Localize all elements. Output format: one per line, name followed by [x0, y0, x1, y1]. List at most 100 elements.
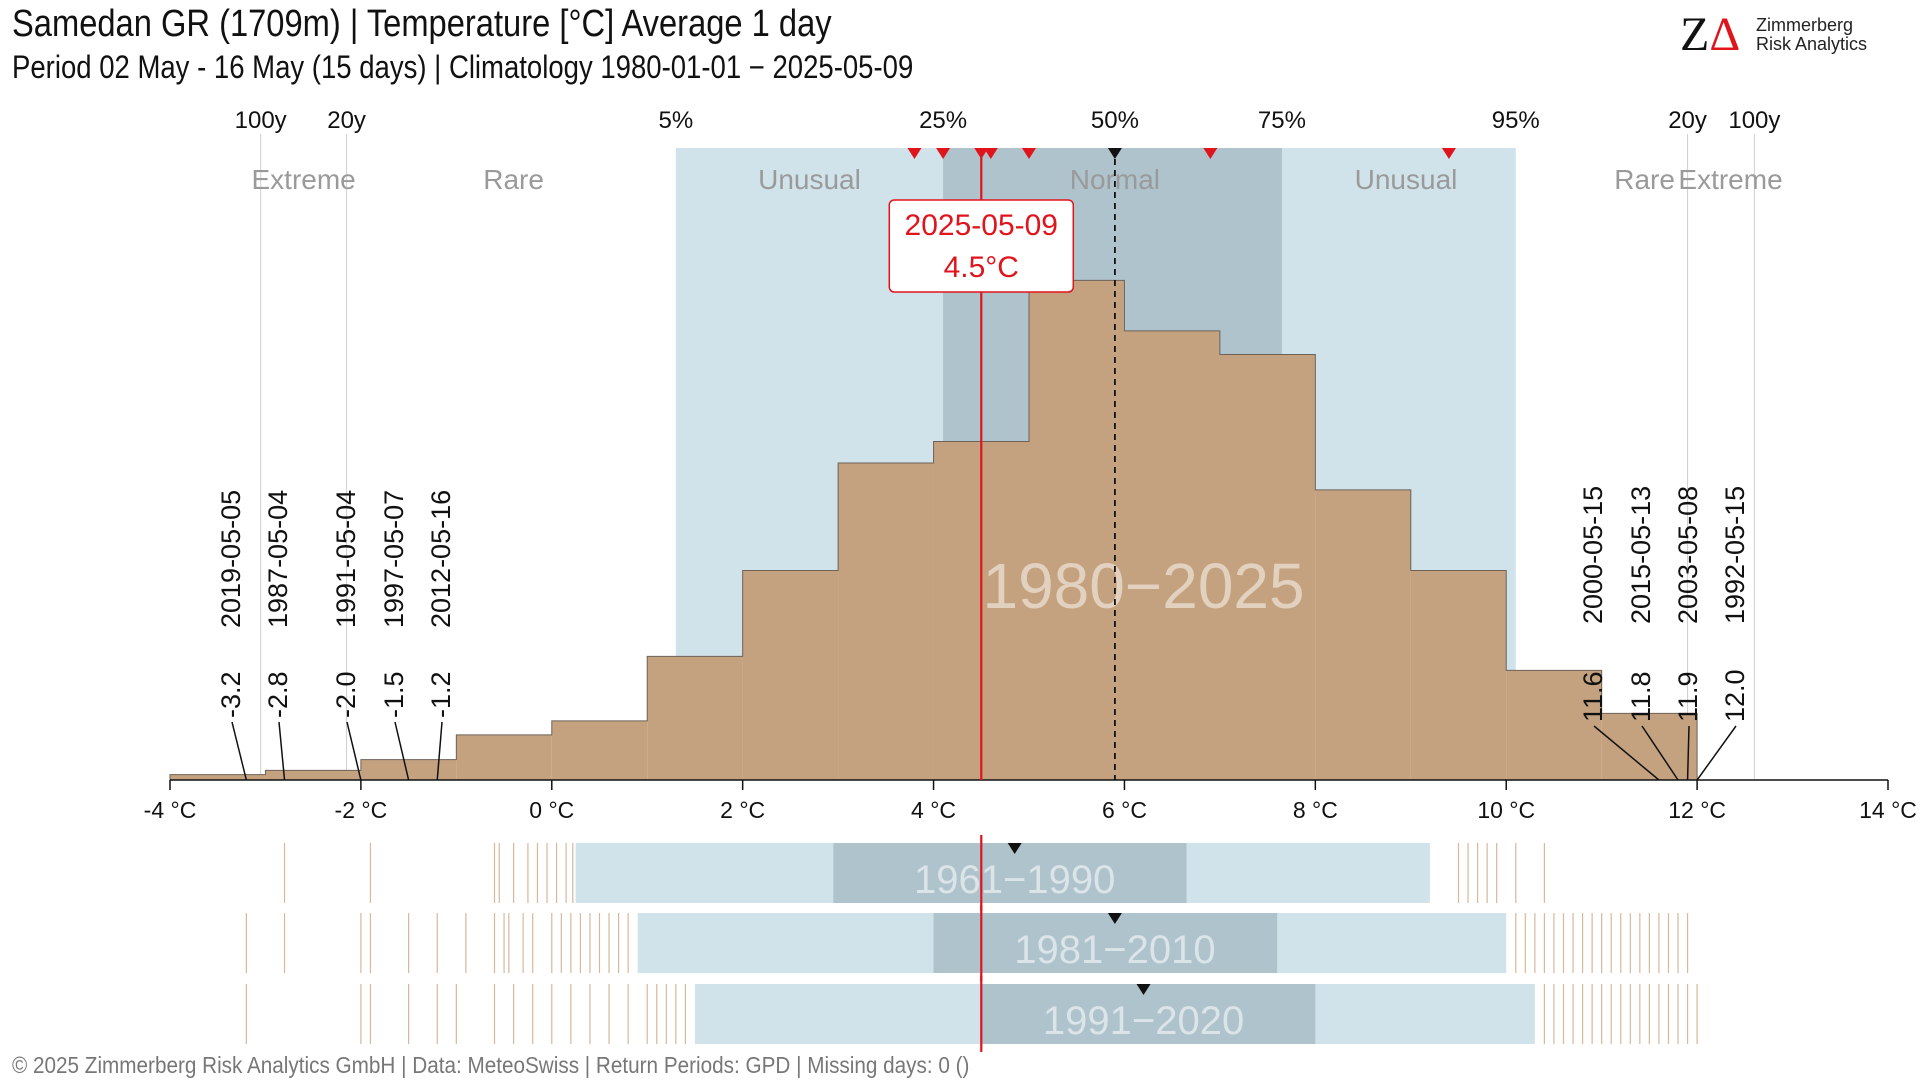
- return-period-label: 20y: [327, 107, 366, 134]
- footer-credits: © 2025 Zimmerberg Risk Analytics GmbH | …: [12, 1052, 970, 1078]
- low-extreme-value: -1.2: [426, 671, 456, 718]
- category-label: Rare: [483, 164, 544, 195]
- category-label: Extreme: [251, 164, 355, 195]
- high-extreme-leader: [1686, 725, 1690, 781]
- histogram-bar: [1219, 354, 1316, 780]
- high-extreme-value: 12.0: [1720, 669, 1750, 722]
- low-extreme-value: -2.0: [331, 671, 361, 718]
- high-extreme-value: 11.8: [1626, 671, 1656, 722]
- low-extreme-date: 1997-05-07: [379, 490, 409, 628]
- period-band-normal: [933, 913, 1278, 973]
- high-extreme-date: 2000-05-15: [1578, 486, 1608, 624]
- x-tick-label: 10 °C: [1477, 797, 1535, 823]
- period-label: 1961−1990: [914, 858, 1115, 902]
- logo-letter-z: Z: [1680, 8, 1710, 61]
- x-tick-label: -4 °C: [144, 797, 197, 823]
- high-extreme-value: 11.9: [1673, 671, 1703, 722]
- return-period-label: 100y: [235, 107, 287, 134]
- high-extreme-leader: [1593, 725, 1660, 781]
- low-extreme-leader: [394, 721, 410, 781]
- high-extreme-date: 1992-05-15: [1720, 486, 1750, 624]
- period-watermark: 1980−2025: [982, 550, 1304, 622]
- histogram-outline: [169, 279, 1698, 780]
- histogram-bar: [1029, 280, 1125, 780]
- low-extreme-leader: [278, 721, 286, 781]
- logo-delta: Δ: [1709, 8, 1741, 61]
- current-date-label: 2025-05-09: [905, 209, 1058, 242]
- x-tick-label: -2 °C: [335, 797, 388, 823]
- low-extreme-value: -3.2: [216, 671, 246, 718]
- chart-subtitle: Period 02 May - 16 May (15 days) | Clima…: [12, 49, 914, 85]
- percentile-label: 5%: [659, 107, 694, 134]
- low-extreme-date: 1991-05-04: [331, 490, 361, 628]
- histogram-bar: [265, 770, 361, 780]
- histogram-bar: [1601, 713, 1698, 780]
- low-extreme-date: 2012-05-16: [426, 490, 456, 628]
- category-label: Rare: [1614, 164, 1675, 195]
- percentile-label: 50%: [1091, 107, 1139, 134]
- company-logo: ZΔ Zimmerberg Risk Analytics: [1680, 10, 1900, 60]
- period-median-marker: [1136, 984, 1151, 995]
- return-period-label: 100y: [1728, 107, 1780, 134]
- category-label: Normal: [1070, 164, 1160, 195]
- period-median-marker: [1007, 843, 1022, 854]
- histogram-bar: [1315, 489, 1411, 780]
- percentile-label: 25%: [919, 107, 967, 134]
- high-extreme-value: 11.6: [1578, 671, 1608, 722]
- recent-day-marker: [936, 148, 951, 159]
- median-marker: [1107, 148, 1122, 159]
- x-tick-label: 14 °C: [1859, 797, 1917, 823]
- percentile-label: 95%: [1492, 107, 1540, 134]
- logo-line-1: Zimmerberg: [1756, 15, 1854, 35]
- logo-line-2: Risk Analytics: [1756, 34, 1868, 54]
- x-tick-label: 2 °C: [720, 797, 765, 823]
- histogram-bar: [1124, 330, 1220, 780]
- current-value-label: 4.5°C: [944, 251, 1019, 284]
- period-median-marker: [1107, 913, 1122, 924]
- period-label: 1981−2010: [1014, 928, 1215, 972]
- high-extreme-date: 2015-05-13: [1626, 486, 1656, 624]
- percentile-label: 75%: [1258, 107, 1306, 134]
- chart-title: Samedan GR (1709m) | Temperature [°C] Av…: [12, 3, 832, 45]
- logo-text: Zimmerberg Risk Analytics: [1756, 16, 1867, 54]
- low-extreme-date: 1987-05-04: [263, 490, 293, 628]
- x-tick-label: 8 °C: [1293, 797, 1338, 823]
- low-extreme-value: -1.5: [379, 671, 409, 718]
- period-band-normal: [833, 843, 1187, 903]
- recent-day-marker: [1203, 148, 1218, 159]
- low-extreme-date: 2019-05-05: [216, 490, 246, 628]
- high-extreme-leader: [1696, 725, 1737, 781]
- histogram-bar: [1506, 670, 1602, 780]
- recent-day-marker: [1441, 148, 1456, 159]
- period-band-normal: [981, 984, 1316, 1044]
- recent-day-marker: [1022, 148, 1036, 159]
- category-label: Unusual: [1355, 164, 1458, 195]
- histogram-bar: [838, 463, 934, 780]
- period-label: 1991−2020: [1043, 999, 1244, 1043]
- category-label: Unusual: [758, 164, 861, 195]
- low-extreme-leader: [436, 721, 443, 781]
- histogram-bar: [551, 720, 648, 780]
- histogram-bar: [1410, 570, 1507, 780]
- low-extreme-leader: [346, 721, 362, 781]
- high-extreme-leader: [1641, 725, 1679, 781]
- recent-day-marker: [907, 148, 922, 159]
- recent-day-marker: [983, 148, 998, 159]
- current-callout-box: [888, 199, 1075, 293]
- x-tick-label: 6 °C: [1102, 797, 1147, 823]
- x-tick-label: 0 °C: [529, 797, 574, 823]
- logo-mark: ZΔ: [1680, 10, 1740, 60]
- category-label: Extreme: [1678, 164, 1782, 195]
- x-tick-label: 4 °C: [911, 797, 956, 823]
- histogram-bar: [170, 774, 266, 780]
- high-extreme-date: 2003-05-08: [1673, 486, 1703, 624]
- histogram-bar: [456, 734, 552, 780]
- low-extreme-leader: [231, 721, 248, 781]
- histogram-bar: [360, 759, 457, 780]
- histogram-bar: [647, 656, 743, 780]
- x-tick-label: 12 °C: [1668, 797, 1726, 823]
- histogram-bar: [742, 570, 839, 780]
- return-period-label: 20y: [1668, 107, 1707, 134]
- low-extreme-value: -2.8: [263, 671, 293, 718]
